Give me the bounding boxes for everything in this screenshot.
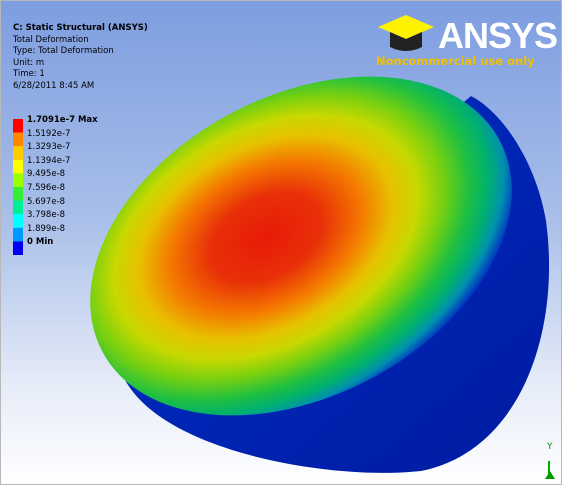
header: C: Static Structural (ANSYS) Total Deform… [13,23,148,92]
legend-swatch [13,119,23,133]
legend-swatch [13,159,23,174]
legend: 1.7091e-7 Max 1.5192e-7 1.3293e-7 1.1394e-7… [27,114,98,250]
legend-label: 0 Min [27,237,54,248]
legend-swatches [13,119,23,255]
legend-swatch [13,187,23,201]
logo-notice: Noncommercial use only [376,54,535,68]
legend-swatch [13,200,23,215]
legend-swatch [13,214,23,228]
deformation-contour [90,76,512,416]
header-line: 6/28/2011 8:45 AM [13,80,95,91]
legend-swatch [13,241,23,255]
hemisphere [90,76,550,473]
legend-label: 1.7091e-7 Max [27,115,98,125]
header-line: Unit: m [13,57,45,68]
legend-label: 9.495e-8 [27,169,66,180]
legend-label: 1.1394e-7 [27,155,71,166]
legend-label: 5.697e-8 [27,196,66,207]
logo-cap [378,15,434,51]
triad: Y [545,442,555,479]
header-line: Type: Total Deformation [13,46,114,56]
legend-swatch [13,132,23,147]
legend-label: 1.5192e-7 [27,128,71,139]
logo-brand: ANSYS [438,15,558,56]
triad-label: Y [546,442,553,452]
legend-label: 3.798e-8 [27,210,66,221]
legend-swatch [13,227,23,242]
legend-swatch [13,173,23,187]
triad-arrow [545,471,555,479]
legend-swatch [13,146,23,160]
header-title: C: Static Structural (ANSYS) [13,23,148,33]
header-line: Time: 1 [13,69,45,79]
legend-label: 7.596e-8 [27,182,66,193]
header-line: Total Deformation [13,34,89,45]
legend-label: 1.3293e-7 [27,142,71,153]
legend-label: 1.899e-8 [27,223,66,234]
